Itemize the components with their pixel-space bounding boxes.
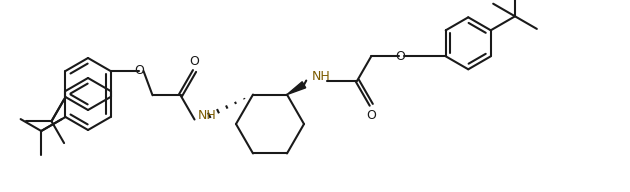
Polygon shape [287,82,306,94]
Text: O: O [135,65,144,78]
Text: O: O [395,50,405,63]
Text: O: O [190,55,200,68]
Text: NH: NH [198,109,216,122]
Text: O: O [366,109,376,122]
Text: NH: NH [312,70,331,83]
